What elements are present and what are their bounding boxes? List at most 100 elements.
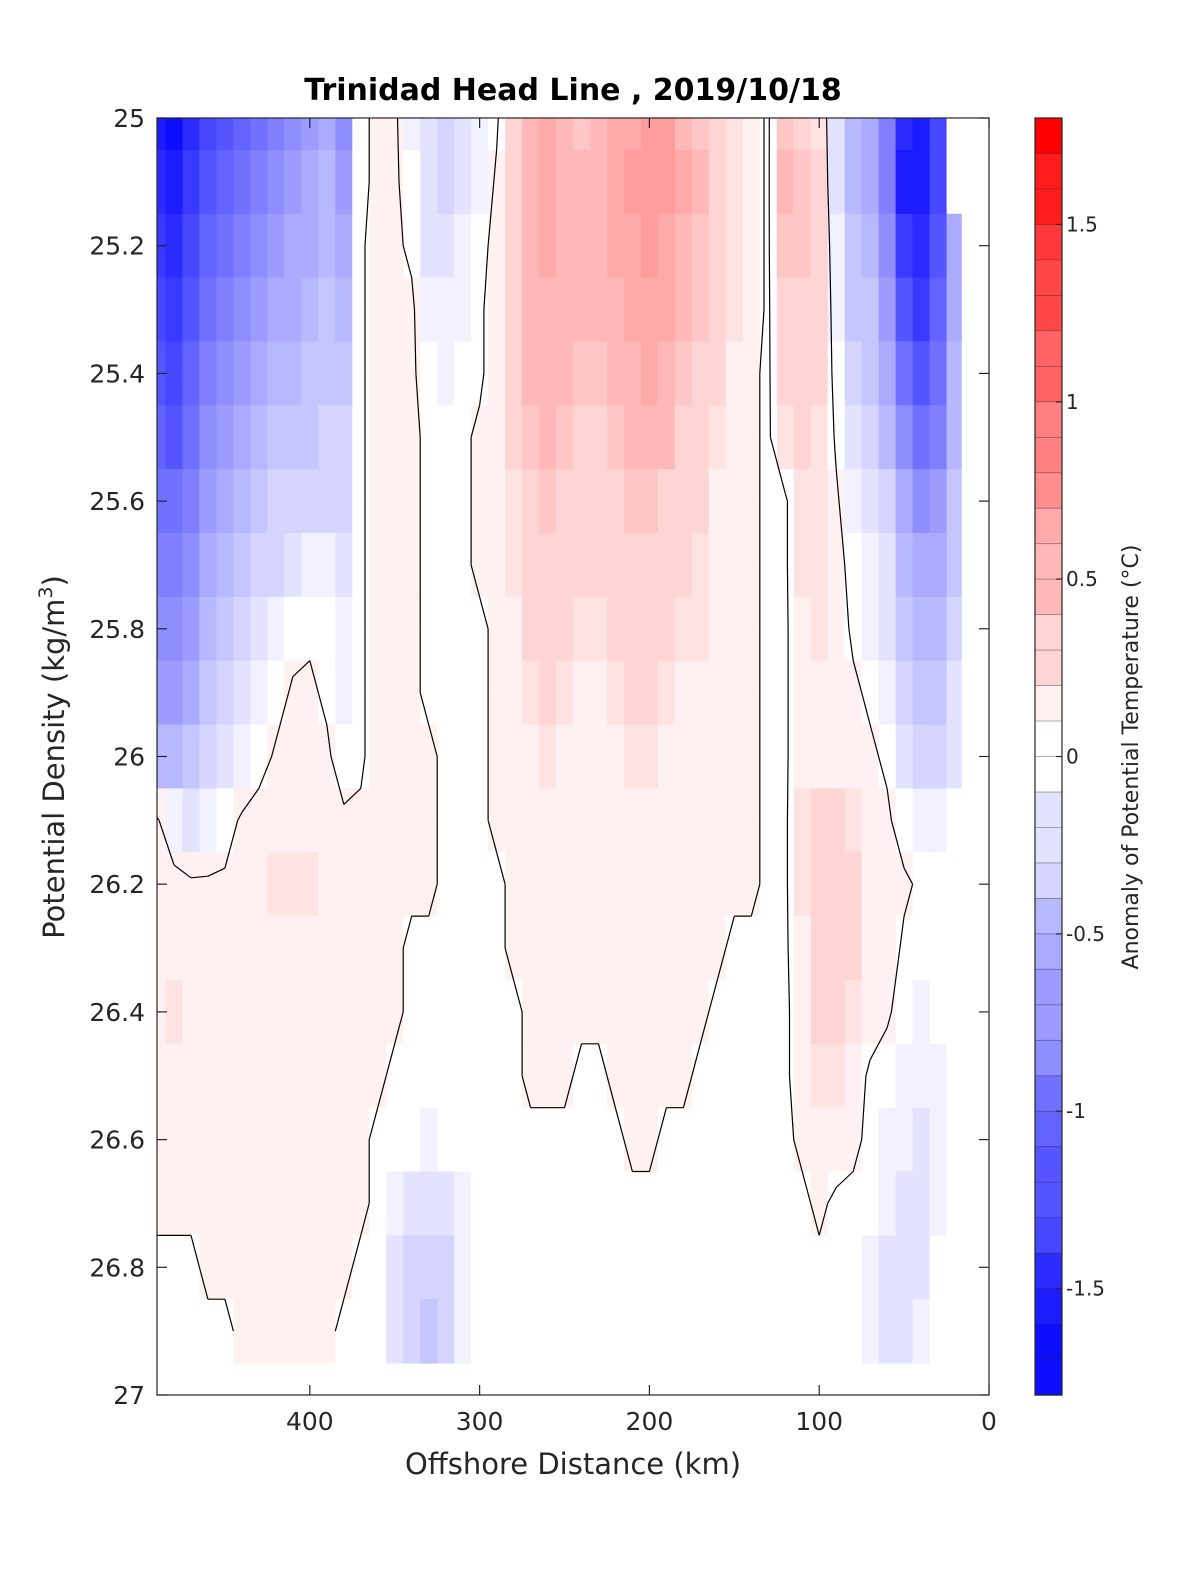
heatmap-cell bbox=[556, 852, 574, 917]
heatmap-cell bbox=[522, 533, 540, 598]
heatmap-cell bbox=[691, 118, 710, 151]
zero-contour-segment bbox=[237, 812, 243, 821]
heatmap-cell bbox=[623, 405, 642, 470]
heatmap-cell bbox=[776, 788, 795, 853]
heatmap-cell bbox=[335, 405, 353, 470]
heatmap-cell bbox=[386, 852, 404, 917]
colorbar-swatch bbox=[1034, 259, 1063, 297]
heatmap-cell bbox=[403, 788, 421, 853]
heatmap-cell bbox=[946, 788, 963, 853]
heatmap-cell bbox=[961, 1299, 973, 1364]
heatmap-cell bbox=[674, 118, 693, 151]
heatmap-cell bbox=[157, 660, 167, 726]
heatmap-cell bbox=[759, 533, 778, 598]
heatmap-cell bbox=[691, 149, 710, 215]
zero-contour-segment bbox=[368, 1107, 379, 1140]
zero-contour-segment bbox=[351, 1235, 362, 1268]
heatmap-cell bbox=[267, 213, 285, 279]
heatmap-cell bbox=[403, 277, 421, 343]
heatmap-cell bbox=[623, 1043, 642, 1109]
heatmap-cell bbox=[267, 405, 285, 470]
heatmap-cell bbox=[157, 916, 167, 981]
heatmap-cell bbox=[810, 916, 829, 981]
heatmap-cell bbox=[878, 341, 897, 406]
heatmap-cell bbox=[657, 980, 676, 1045]
heatmap-cell bbox=[318, 405, 336, 470]
zero-contour-segment bbox=[275, 692, 290, 741]
heatmap-cell bbox=[810, 149, 829, 215]
heatmap-cell bbox=[623, 213, 642, 279]
heatmap-cell bbox=[505, 1107, 523, 1173]
heatmap-cell bbox=[844, 596, 863, 662]
zero-contour-segment bbox=[784, 492, 788, 502]
heatmap-cell bbox=[946, 1107, 963, 1173]
heatmap-cell bbox=[759, 788, 778, 853]
heatmap-cell bbox=[623, 341, 642, 406]
heatmap-cell bbox=[590, 213, 608, 279]
zero-contour-segment bbox=[396, 118, 400, 182]
heatmap-cell bbox=[691, 788, 710, 853]
heatmap-cell bbox=[607, 980, 625, 1045]
heatmap-cell bbox=[165, 916, 184, 981]
colorbar-swatch bbox=[1034, 862, 1063, 900]
zero-contour-segment bbox=[394, 1011, 404, 1044]
zero-contour-segment bbox=[648, 1139, 659, 1172]
heatmap-cell bbox=[250, 1043, 268, 1109]
heatmap-cell bbox=[946, 533, 963, 598]
heatmap-cell bbox=[674, 469, 693, 534]
heatmap-cell bbox=[793, 277, 812, 343]
heatmap-cell bbox=[691, 916, 710, 981]
heatmap-cell bbox=[861, 405, 880, 470]
heatmap-cell bbox=[539, 277, 557, 343]
heatmap-cell bbox=[590, 724, 608, 790]
heatmap-cell bbox=[386, 213, 404, 279]
zero-contour-segment bbox=[173, 864, 192, 879]
heatmap-cell bbox=[454, 118, 472, 151]
heatmap-cell bbox=[284, 118, 302, 151]
heatmap-cell bbox=[607, 916, 625, 981]
heatmap-cell bbox=[454, 1235, 472, 1300]
heatmap-cell bbox=[861, 660, 880, 726]
heatmap-cell bbox=[250, 118, 268, 151]
heatmap-cell bbox=[335, 1107, 353, 1173]
heatmap-cell bbox=[657, 405, 676, 470]
heatmap-cell bbox=[556, 916, 574, 981]
heatmap-cell bbox=[165, 405, 184, 470]
heatmap-cell bbox=[403, 405, 421, 470]
heatmap-cell bbox=[590, 277, 608, 343]
heatmap-cell bbox=[623, 852, 642, 917]
heatmap-cell bbox=[573, 1043, 591, 1109]
heatmap-cell bbox=[674, 596, 693, 662]
heatmap-cell bbox=[607, 405, 625, 470]
heatmap-cell bbox=[301, 1043, 319, 1109]
heatmap-cell bbox=[657, 1299, 676, 1364]
heatmap-cell bbox=[386, 660, 404, 726]
heatmap-cell bbox=[284, 852, 302, 917]
heatmap-cell bbox=[929, 660, 948, 726]
zero-contour-segment bbox=[899, 916, 905, 949]
zero-contour-segment bbox=[786, 564, 789, 629]
y-tick-label: 26.4 bbox=[89, 998, 145, 1027]
colorbar-swatch bbox=[1034, 1004, 1063, 1042]
heatmap-cell bbox=[793, 405, 812, 470]
heatmap-cell bbox=[505, 852, 523, 917]
heatmap-cell bbox=[607, 341, 625, 406]
heatmap-cell bbox=[708, 852, 727, 917]
heatmap-cell bbox=[895, 724, 914, 790]
zero-contour-segment bbox=[657, 1107, 667, 1140]
heatmap-cell bbox=[810, 980, 829, 1045]
heatmap-cell bbox=[640, 1043, 659, 1109]
heatmap-cell bbox=[284, 213, 302, 279]
zero-contour-layer bbox=[157, 118, 914, 1332]
heatmap-cell bbox=[759, 469, 778, 534]
heatmap-cell bbox=[573, 277, 591, 343]
heatmap-cell bbox=[759, 1171, 778, 1236]
zero-contour-segment bbox=[826, 118, 829, 182]
heatmap-cell bbox=[742, 788, 761, 853]
heatmap-cell bbox=[471, 277, 489, 343]
heatmap-cell bbox=[403, 341, 421, 406]
zero-contour-segment bbox=[831, 373, 835, 438]
heatmap-cell bbox=[590, 980, 608, 1045]
colorbar-swatch bbox=[1034, 933, 1063, 971]
heatmap-cell bbox=[454, 660, 472, 726]
